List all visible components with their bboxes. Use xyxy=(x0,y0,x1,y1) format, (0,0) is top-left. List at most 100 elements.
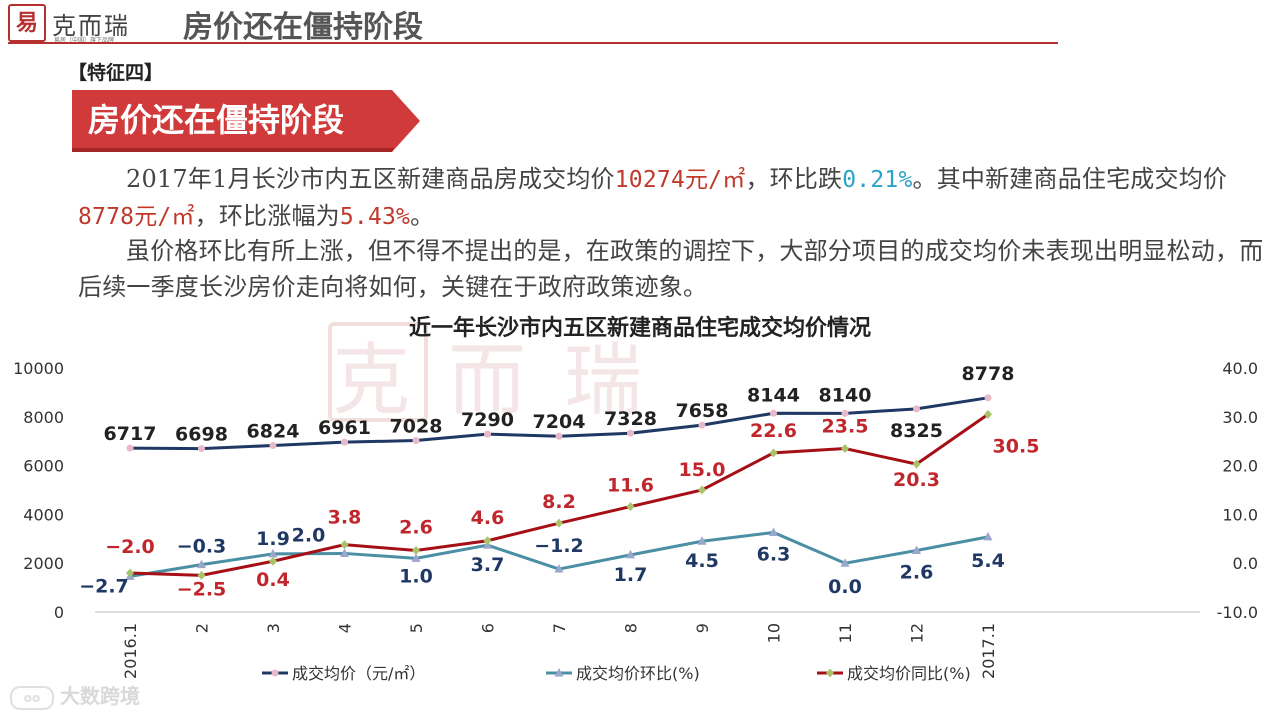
mom-marker xyxy=(697,536,707,545)
yoy-data-label: 20.3 xyxy=(893,469,940,491)
x-tick-label: 2016.1 xyxy=(121,623,140,679)
y-right-tick-label: 30.0 xyxy=(1222,408,1258,427)
mom-data-label: 6.3 xyxy=(757,543,791,565)
legend-item-mom: 成交均价环比(%) xyxy=(546,664,700,683)
mom-marker xyxy=(840,558,850,567)
yoy-data-label: 15.0 xyxy=(679,459,726,481)
legend-item-yoy: 成交均价同比(%) xyxy=(817,664,971,683)
yoy-marker xyxy=(698,485,706,495)
legend-swatch-marker xyxy=(271,669,279,677)
mom-data-label: 4.5 xyxy=(685,550,719,572)
price-marker xyxy=(198,445,205,453)
yoy-data-label: 8.2 xyxy=(542,491,576,513)
yoy-data-label: 4.6 xyxy=(471,507,505,529)
line-chart: 近一年长沙市内五区新建商品住宅成交均价情况 0 2000 4000 6000 8000 1… xyxy=(13,315,1258,683)
price-marker xyxy=(770,409,777,417)
p1-pct-mom-total: 0.21% xyxy=(842,167,913,193)
banner-title: 房价还在僵持阶段 xyxy=(88,101,345,139)
logo: 易 克而瑞 易居（中国）旗下品牌 xyxy=(8,4,158,44)
x-tick-label: 5 xyxy=(407,623,426,633)
header-divider xyxy=(8,42,1058,44)
mom-marker xyxy=(983,531,993,541)
y-left-tick-label: 10000 xyxy=(13,359,64,378)
paragraph-1: 2017年1月长沙市内五区新建商品房成交均价10274元/㎡，环比跌0.21%。… xyxy=(78,161,1268,235)
y-left-tick-label: 0 xyxy=(54,603,64,622)
price-data-label: 7290 xyxy=(461,409,514,431)
p1-price-total: 10274元/㎡ xyxy=(614,167,746,193)
x-tick-label: 2 xyxy=(193,623,212,633)
y-right-tick-label: 10.0 xyxy=(1222,505,1258,524)
yoy-marker xyxy=(841,444,849,454)
x-tick-label: 12 xyxy=(908,623,927,643)
p2-text: 虽价格环比有所上涨，但不得不提出的是，在政策的调控下，大部分项目的成交均价未表现… xyxy=(78,237,1264,301)
legend-swatch-marker xyxy=(826,668,834,678)
p1-text-d: ，环比涨幅为 xyxy=(194,202,340,230)
y-right-tick-label: -10.0 xyxy=(1217,603,1258,622)
page-title: 房价还在僵持阶段 xyxy=(183,10,423,45)
y-left-tick-label: 2000 xyxy=(23,554,64,573)
p1-text-b: ，环比跌 xyxy=(745,165,843,193)
price-marker xyxy=(913,405,920,413)
x-tick-label: 4 xyxy=(336,623,355,633)
price-data-label: 8144 xyxy=(747,384,800,406)
legend-label: 成交均价（元/㎡） xyxy=(292,664,425,683)
mom-data-label: 3.7 xyxy=(471,554,505,576)
yoy-marker xyxy=(269,556,277,566)
mom-data-label: −0.3 xyxy=(177,536,227,558)
price-data-label: 6717 xyxy=(104,423,157,445)
price-data-label: 8778 xyxy=(962,363,1015,385)
yoy-data-label: −2.0 xyxy=(105,536,155,558)
y-left-tick-label: 6000 xyxy=(23,457,64,476)
yoy-data-label: 23.5 xyxy=(822,416,869,438)
price-marker xyxy=(627,429,634,437)
yoy-marker xyxy=(412,546,420,556)
x-tick-label: 10 xyxy=(765,623,784,643)
y-left-tick-label: 8000 xyxy=(23,408,64,427)
mom-marker xyxy=(626,549,635,559)
price-marker xyxy=(412,437,420,445)
mom-marker xyxy=(340,548,349,557)
price-marker xyxy=(984,394,992,402)
yoy-marker xyxy=(197,570,206,580)
mom-data-label: −1.2 xyxy=(534,535,584,557)
yoy-marker xyxy=(126,568,134,578)
mom-data-label: 2.6 xyxy=(900,562,934,584)
chart-title: 近一年长沙市内五区新建商品住宅成交均价情况 xyxy=(409,315,871,341)
footer-watermark-text: 大数跨境 xyxy=(60,684,140,708)
yoy-data-label: 2.6 xyxy=(399,517,433,539)
footer-watermark: oo 大数跨境 xyxy=(10,680,140,710)
price-data-label: 8325 xyxy=(890,420,943,442)
mom-data-label: −2.7 xyxy=(79,575,129,597)
mom-marker xyxy=(411,553,421,562)
price-marker xyxy=(126,444,134,452)
price-data-label: 7028 xyxy=(390,416,443,438)
x-tick-label: 2017.1 xyxy=(979,623,998,679)
mom-data-label: 2.0 xyxy=(292,524,326,546)
logo-mark-icon: 易 xyxy=(8,4,46,42)
y-right-tick-label: 20.0 xyxy=(1222,457,1258,476)
yoy-data-label: 0.4 xyxy=(256,569,290,591)
y-right-tick-label: 40.0 xyxy=(1222,359,1258,378)
x-tick-label: 11 xyxy=(836,623,855,643)
price-marker xyxy=(555,432,563,440)
legend-swatch-marker xyxy=(554,668,564,677)
yoy-data-label: 11.6 xyxy=(607,475,654,497)
legend-label: 成交均价同比(%) xyxy=(847,664,971,683)
watermark-brand: 克而瑞 xyxy=(332,336,681,426)
mom-marker xyxy=(197,559,206,569)
title-banner xyxy=(72,90,422,152)
mom-data-label: 0.0 xyxy=(828,576,862,598)
x-tick-label: 6 xyxy=(479,623,498,633)
p1-text-c: 。其中新建商品住宅成交均价 xyxy=(912,165,1228,193)
price-data-label: 8140 xyxy=(819,384,872,406)
watermark-logo-icon xyxy=(328,322,428,422)
p1-text-a: 2017年1月长沙市内五区新建商品房成交均价 xyxy=(126,165,615,193)
price-data-label: 6961 xyxy=(318,417,371,439)
price-data-label: 6824 xyxy=(247,420,300,442)
feature-tag: 【特征四】 xyxy=(68,62,164,84)
price-data-label: 7328 xyxy=(604,408,657,430)
paragraph-2: 虽价格环比有所上涨，但不得不提出的是，在政策的调控下，大部分项目的成交均价未表现… xyxy=(78,233,1268,305)
legend-label: 成交均价环比(%) xyxy=(576,664,700,683)
y-left-tick-label: 4000 xyxy=(23,505,64,524)
p1-price-residential: 8778元/㎡ xyxy=(78,204,195,230)
